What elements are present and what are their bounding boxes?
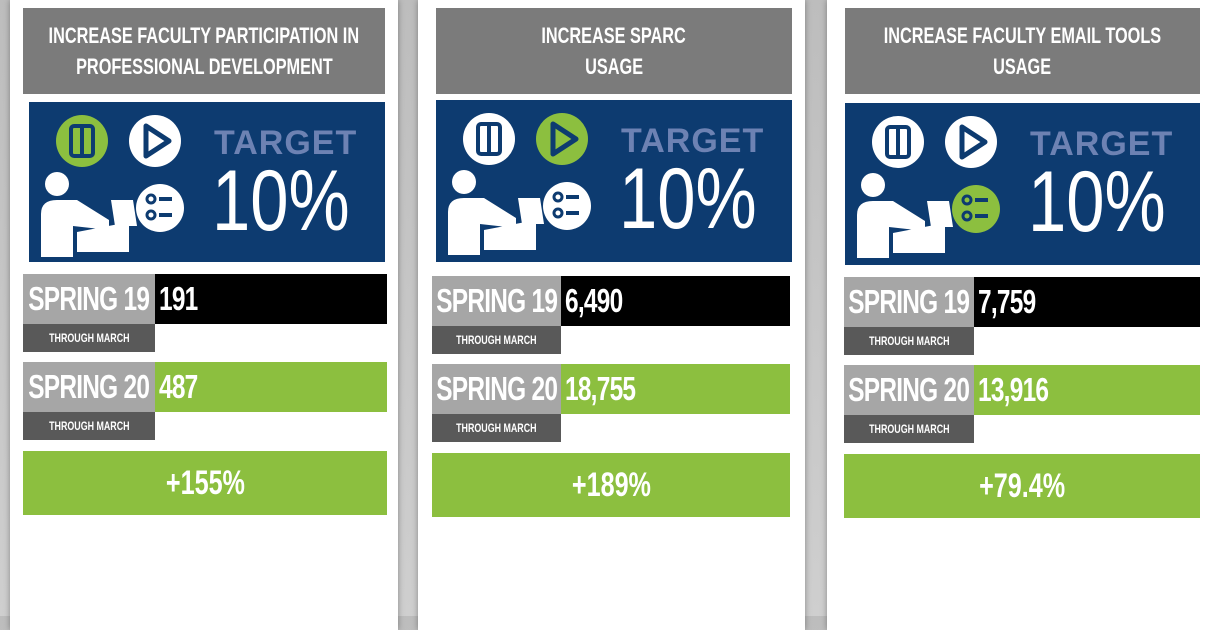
target-panel: TARGET 10%	[29, 102, 385, 262]
target-value: 10%	[1028, 154, 1166, 250]
target-panel: TARGET 10%	[436, 100, 792, 262]
checklist-icon	[552, 207, 564, 219]
change-value-text: +155%	[165, 463, 245, 502]
title-line: PROFESSIONAL DEVELOPMENT	[75, 54, 333, 79]
period-sublabel: THROUGH MARCH	[844, 415, 974, 443]
period-label: SPRING 19	[844, 277, 974, 327]
period-sublabel: THROUGH MARCH	[432, 414, 561, 442]
laptop-icon	[111, 200, 137, 226]
change-value: +189%	[432, 453, 790, 517]
period-value: 7,759	[974, 277, 1200, 327]
period-sublabel-text: THROUGH MARCH	[868, 422, 950, 436]
desk-icon	[484, 220, 536, 250]
period-value: 191	[155, 274, 387, 324]
period-sublabel-text: THROUGH MARCH	[456, 421, 537, 435]
period-label: SPRING 19	[23, 274, 155, 324]
person-icon	[45, 172, 69, 196]
card-title: INCREASE SPARC USAGE	[436, 8, 792, 94]
period-label: SPRING 20	[23, 362, 155, 412]
book-icon	[476, 122, 502, 156]
play-icon	[959, 124, 988, 160]
person-icon	[861, 173, 885, 197]
book-icon	[69, 124, 95, 158]
page: (() => { const data = JSON.parse(documen…	[0, 0, 1207, 616]
period-value-text: 7,759	[978, 283, 1036, 320]
period-label: SPRING 19	[432, 276, 561, 326]
period-value: 487	[155, 362, 387, 412]
title-line: INCREASE FACULTY EMAIL TOOLS	[883, 23, 1162, 48]
target-value: 10%	[212, 153, 350, 249]
period-sublabel: THROUGH MARCH	[432, 326, 561, 354]
period-label-text: SPRING 20	[848, 371, 971, 408]
checklist-icon	[136, 184, 184, 232]
laptop-icon	[927, 201, 953, 227]
target-value: 10%	[619, 151, 757, 247]
target-label: TARGET	[214, 124, 357, 162]
target-panel: TARGET 10%	[845, 103, 1200, 265]
period-sublabel-text: THROUGH MARCH	[456, 333, 537, 347]
desk-icon	[77, 222, 129, 252]
period-value-text: 6,490	[565, 282, 623, 319]
period-label-text: SPRING 19	[436, 282, 558, 319]
change-value-text: +79.4%	[978, 466, 1066, 505]
title-line: USAGE	[993, 54, 1052, 79]
period-label-text: SPRING 20	[28, 368, 151, 405]
period-value: 13,916	[974, 365, 1200, 415]
card-title: INCREASE FACULTY EMAIL TOOLS USAGE	[845, 8, 1200, 94]
period-sublabel: THROUGH MARCH	[844, 327, 974, 355]
period-sublabel-text: THROUGH MARCH	[868, 334, 950, 348]
period-sublabel-text: THROUGH MARCH	[48, 419, 130, 433]
period-sublabel: THROUGH MARCH	[23, 324, 155, 352]
change-value: +155%	[23, 451, 387, 515]
period-label-text: SPRING 20	[436, 370, 558, 407]
play-icon	[536, 113, 588, 165]
book-icon	[885, 125, 911, 159]
period-label: SPRING 20	[844, 365, 974, 415]
checklist-icon	[961, 194, 973, 206]
period-value: 6,490	[561, 276, 790, 326]
period-value-text: 18,755	[565, 370, 636, 407]
change-value: +79.4%	[844, 454, 1200, 518]
change-value-text: +189%	[571, 465, 651, 504]
person-icon	[857, 201, 925, 258]
checklist-icon	[145, 193, 157, 205]
desk-icon	[893, 223, 945, 253]
period-value-text: 13,916	[978, 371, 1049, 408]
laptop-icon	[518, 198, 544, 224]
title-line: INCREASE FACULTY PARTICIPATION IN	[48, 23, 360, 48]
title-line: INCREASE SPARC	[541, 23, 687, 48]
period-value-text: 487	[159, 368, 198, 405]
target-label: TARGET	[621, 122, 764, 160]
period-sublabel-text: THROUGH MARCH	[48, 331, 130, 345]
person-icon	[448, 198, 516, 255]
play-icon	[550, 121, 579, 157]
person-icon	[452, 170, 476, 194]
target-label: TARGET	[1030, 125, 1173, 163]
card-title: INCREASE FACULTY PARTICIPATION IN PROFESS…	[23, 8, 385, 94]
period-label: SPRING 20	[432, 364, 561, 414]
play-icon	[945, 116, 997, 168]
checklist-icon	[552, 191, 564, 203]
period-value-text: 191	[159, 280, 198, 317]
title-line: USAGE	[585, 54, 643, 79]
play-icon	[143, 123, 172, 159]
period-value: 18,755	[561, 364, 790, 414]
checklist-icon	[543, 182, 591, 230]
period-sublabel: THROUGH MARCH	[23, 412, 155, 440]
checklist-icon	[145, 209, 157, 221]
checklist-icon	[961, 210, 973, 222]
period-label-text: SPRING 19	[848, 283, 971, 320]
checklist-icon	[952, 185, 1000, 233]
period-label-text: SPRING 19	[28, 280, 151, 317]
play-icon	[129, 115, 181, 167]
person-icon	[41, 200, 109, 257]
